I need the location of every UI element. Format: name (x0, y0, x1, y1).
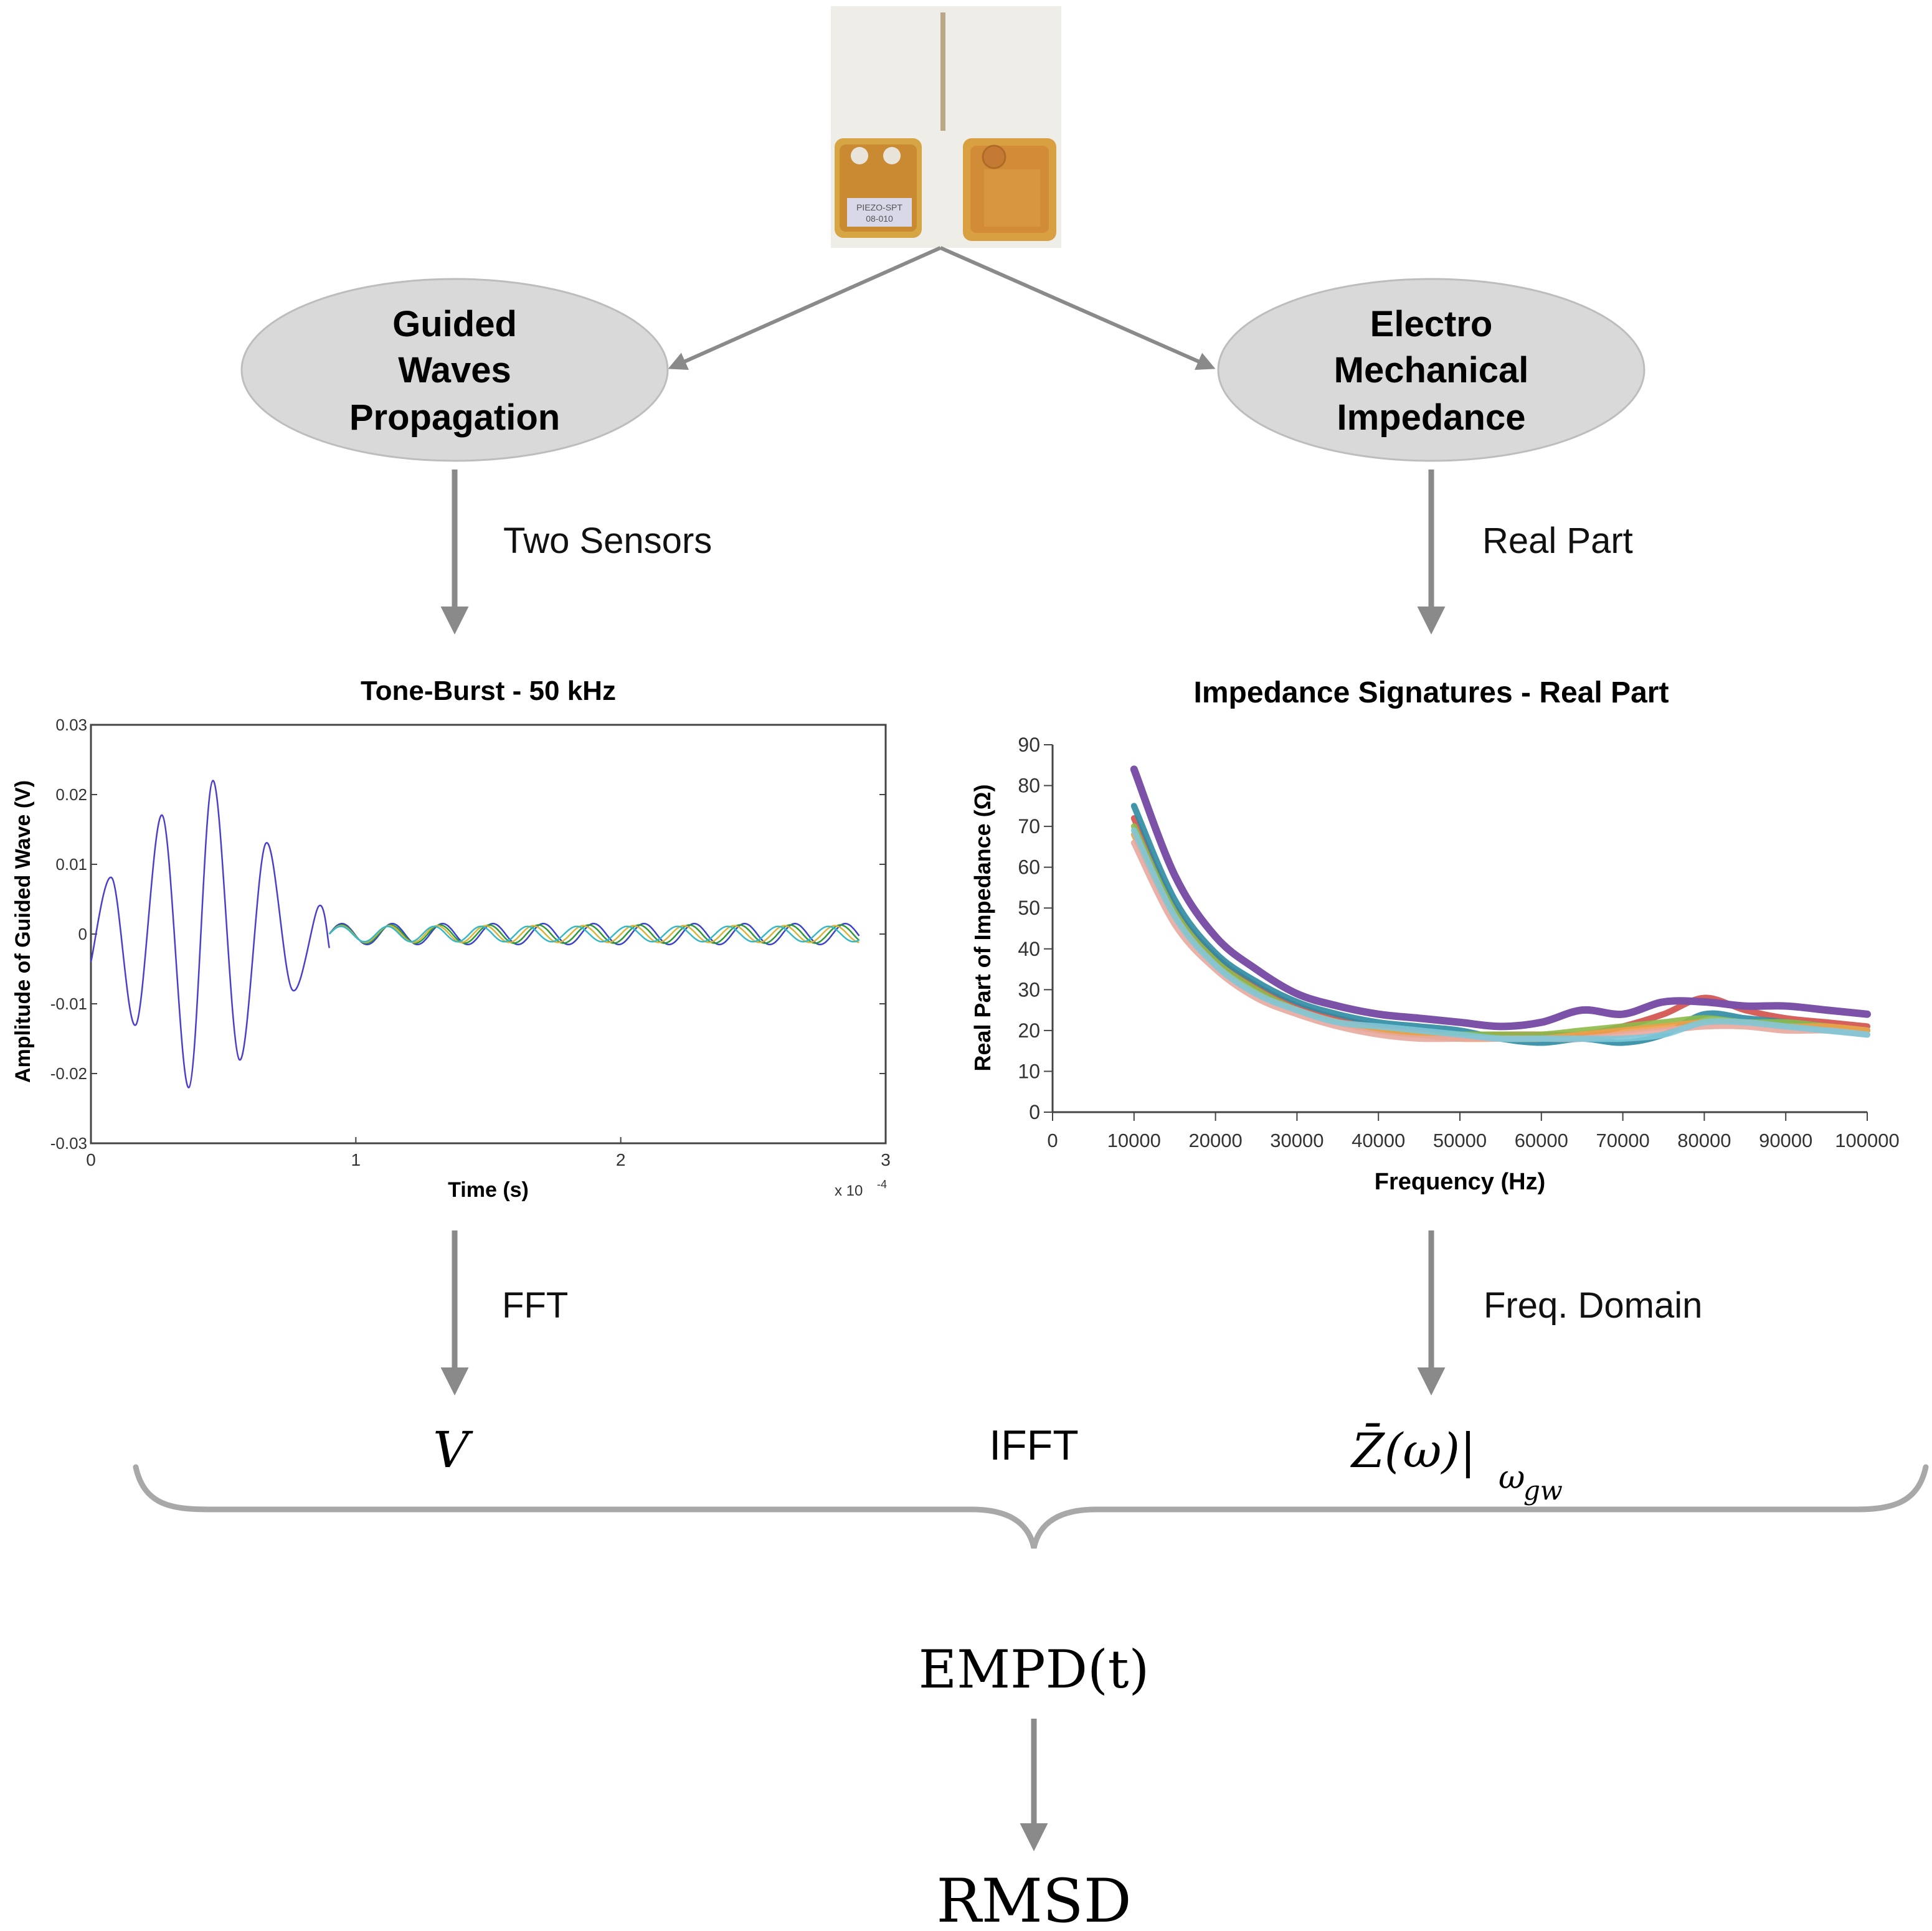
chart-left-x-multiplier-exp: -4 (877, 1178, 887, 1191)
chart-right-ytick-label: 20 (1018, 1019, 1040, 1042)
chart-left-ytick-label: 0 (78, 925, 87, 943)
ellipse-right-line1: Electro (1370, 304, 1493, 344)
ellipse-right-line3: Impedance (1337, 397, 1526, 438)
chart-left-xtick-label: 1 (351, 1150, 361, 1169)
chart-right-xtick-label: 40000 (1352, 1130, 1405, 1151)
chart-left-title: Tone-Burst - 50 kHz (361, 676, 616, 706)
chart-right-ytick-label: 50 (1018, 897, 1040, 919)
chart-left-ylabel: Amplitude of Guided Wave (V) (11, 780, 35, 1083)
chart-left-xlabel: Time (s) (448, 1178, 529, 1202)
sensor-label-line1: PIEZO-SPT (856, 202, 902, 212)
chart-right-ylabel: Real Part of Impedance (Ω) (970, 785, 995, 1072)
chart-right-xtick-label: 80000 (1677, 1130, 1731, 1151)
impedance-chart: Impedance Signatures - Real Part 90 80 70 6… (970, 676, 1900, 1195)
chart-left-ytick-label: 0.03 (55, 715, 87, 734)
chart-right-ytick-label: 90 (1018, 734, 1040, 756)
chart-right-ytick-label: 60 (1018, 856, 1040, 879)
chart-right-ytick-label: 30 (1018, 978, 1040, 1001)
chart-left-tail-line-3 (328, 925, 860, 943)
chart-left-ytick-label: -0.01 (50, 994, 87, 1013)
chart-right-ytick-label: 80 (1018, 775, 1040, 797)
needle-sensor (940, 12, 945, 131)
ellipse-guided-waves: Guided Waves Propagation (240, 278, 669, 462)
chart-right-xtick-label: 60000 (1515, 1130, 1568, 1151)
ellipse-emi: Electro Mechanical Impedance (1217, 278, 1646, 462)
tone-burst-chart: Tone-Burst - 50 kHz 0.03 0.02 0.01 0 -0.01 -0… (11, 676, 891, 1202)
chart-left-ytick-label: -0.03 (50, 1134, 87, 1153)
chart-right-xtick-label: 50000 (1433, 1130, 1487, 1151)
chart-left-xtick-label: 3 (881, 1150, 891, 1169)
curly-brace (133, 1464, 1929, 1549)
chart-right-ytick-label: 40 (1018, 938, 1040, 960)
chart-right-xlabel: Frequency (Hz) (1375, 1169, 1545, 1195)
label-fft: FFT (502, 1285, 568, 1326)
label-freq-domain: Freq. Domain (1484, 1285, 1702, 1326)
chart-left-xtick-label: 0 (86, 1150, 96, 1169)
sensor-photo: PIEZO-SPT 08-010 (831, 6, 1061, 248)
output-empd: EMPD(t) (919, 1639, 1150, 1700)
symbol-gw-subsub: gw (1523, 1475, 1563, 1506)
ellipse-left-line1: Guided (392, 304, 517, 344)
chart-right-title: Impedance Signatures - Real Part (1194, 676, 1669, 709)
symbol-omega-sub: ω (1499, 1459, 1525, 1496)
label-real-part: Real Part (1482, 521, 1633, 561)
sensor-label-line2: 08-010 (866, 214, 893, 224)
symbol-z-omega: Z̄(ω)| (1350, 1422, 1476, 1478)
arrow-to-emi (939, 246, 1216, 371)
ellipse-left-line3: Propagation (349, 397, 560, 438)
chart-right-xtick-label: 30000 (1270, 1130, 1324, 1151)
chart-right-series-line-0 (1130, 765, 1871, 1031)
chart-left-ytick-label: -0.02 (50, 1064, 87, 1083)
ellipse-right-line2: Mechanical (1334, 350, 1529, 390)
chart-left-ytick-label: 0.01 (55, 855, 87, 874)
chart-right-xtick-label: 20000 (1188, 1130, 1242, 1151)
chart-right-ytick-label: 70 (1018, 815, 1040, 838)
chart-left-x-multiplier: x 10 (835, 1183, 863, 1199)
chart-right-xtick-label: 0 (1047, 1130, 1058, 1151)
chart-right-series-line-6 (1130, 827, 1870, 1042)
chart-right-ytick-label: 10 (1018, 1060, 1040, 1082)
symbol-v: V (433, 1421, 473, 1479)
output-rmsd: RMSD (936, 1866, 1131, 1928)
chart-left-burst-line (90, 780, 331, 1088)
chart-left-tail-line-0 (328, 923, 860, 945)
ellipse-left-line2: Waves (398, 350, 511, 390)
chart-left-tail-line-2 (328, 925, 859, 943)
chart-right-xtick-label: 90000 (1759, 1130, 1812, 1151)
symbol-ifft: IFFT (989, 1422, 1079, 1469)
label-two-sensors: Two Sensors (503, 521, 712, 561)
chart-right-xtick-label: 70000 (1596, 1130, 1649, 1151)
chart-left-xtick-label: 2 (616, 1150, 626, 1169)
chart-left-ytick-label: 0.02 (55, 785, 87, 804)
chart-left-tail-line-1 (328, 924, 860, 944)
chart-right-ytick-label: 0 (1029, 1101, 1040, 1123)
chart-right-xtick-label: 10000 (1107, 1130, 1161, 1151)
arrow-to-guided-waves (668, 246, 942, 370)
chart-right-xtick-label: 100000 (1835, 1130, 1899, 1151)
